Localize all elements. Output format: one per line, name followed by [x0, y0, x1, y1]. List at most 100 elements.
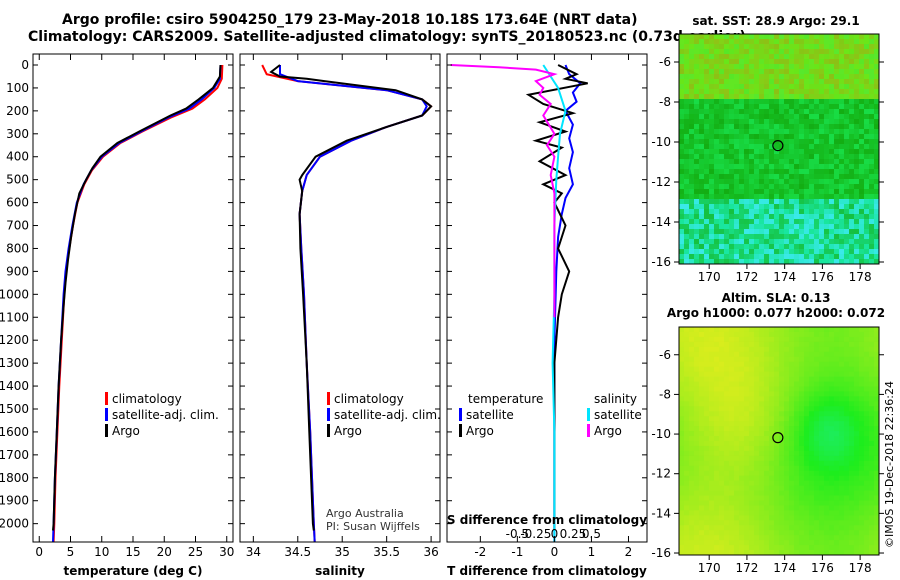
sla-map-cell: [834, 386, 840, 392]
sst-map-cell: [829, 179, 835, 185]
sst-map-cell: [859, 129, 865, 135]
sla-map-cell: [864, 416, 870, 422]
sst-map-cell: [744, 34, 750, 40]
sla-map-cell: [854, 480, 860, 487]
sla-map-cell: [824, 386, 830, 392]
sst-map-cell: [829, 239, 835, 245]
sla-map-cell: [869, 470, 875, 477]
sla-map-cell: [859, 381, 865, 387]
sst-map-cell: [799, 254, 805, 260]
sla-map-cell: [699, 465, 705, 472]
sla-map-cell: [779, 515, 785, 521]
sst-map-cell: [714, 194, 720, 200]
sst-map-cell: [829, 34, 835, 40]
sla-map-cell: [704, 540, 710, 546]
sst-map-cell: [809, 184, 815, 190]
sst-map-cell: [689, 34, 695, 40]
sla-map-cell: [794, 465, 800, 472]
sst-map-cell: [699, 34, 705, 40]
sla-map-cell: [789, 431, 795, 437]
sla-map-cell: [859, 406, 865, 412]
sst-map-cell: [714, 44, 720, 50]
sst-map-cell: [739, 234, 745, 240]
sst-map-cell: [874, 139, 880, 145]
sst-map-cell: [834, 239, 840, 245]
sst-map-cell: [754, 144, 760, 150]
sst-map-cell: [754, 79, 760, 85]
sla-map-cell: [709, 356, 715, 363]
sst-map-cell: [739, 109, 745, 115]
sla-map-cell: [804, 406, 810, 412]
sla-map-cell: [769, 441, 775, 447]
sla-map-cell: [699, 396, 705, 402]
sla-map-cell: [829, 411, 835, 417]
sla-map-cell: [789, 416, 795, 422]
sla-map-cell: [774, 530, 780, 536]
sla-map-cell: [689, 336, 695, 343]
sst-map-cell: [724, 64, 730, 70]
sst-map-cell: [819, 59, 825, 65]
sst-map-cell: [834, 84, 840, 90]
sla-map-cell: [809, 356, 815, 363]
sla-map-cell: [769, 371, 775, 377]
sla-map-cell: [789, 327, 795, 333]
sla-map-cell: [844, 351, 850, 358]
sla-map-cell: [694, 460, 700, 467]
sst-map-cell: [844, 234, 850, 240]
sst-map-cell: [764, 144, 770, 150]
sla-map-cell: [704, 386, 710, 392]
sla-map-cell: [799, 401, 805, 407]
sla-map-cell: [784, 431, 790, 437]
sla-map-cell: [849, 520, 855, 526]
difference-panel-s-axis-title: S difference from climatology: [447, 513, 647, 527]
sst-map-cell: [719, 144, 725, 150]
sst-map-cell: [714, 249, 720, 255]
sst-map-cell: [724, 69, 730, 75]
sst-map-cell: [819, 179, 825, 185]
sst-map-cell: [849, 209, 855, 215]
sla-map-cell: [839, 421, 845, 427]
sla-map-cell: [684, 520, 690, 526]
sla-map-cell: [834, 450, 840, 457]
sla-map-cell: [839, 331, 845, 338]
sla-map-cell: [744, 341, 750, 348]
sst-map-cell: [789, 189, 795, 195]
sla-map-cell: [864, 386, 870, 392]
sla-map-cell: [789, 371, 795, 377]
sst-map-cell: [739, 74, 745, 80]
sla-map-cell: [679, 441, 685, 447]
sla-map-cell: [714, 480, 720, 487]
salinity-panel-series-argo: [269, 64, 433, 531]
sst-map-cell: [754, 44, 760, 50]
sla-map-cell: [819, 485, 825, 491]
sla-map-cell: [679, 416, 685, 422]
sla-map-cell: [679, 530, 685, 536]
sst-map-cell: [754, 239, 760, 245]
sla-map-cell: [839, 525, 845, 531]
sla-map-cell: [679, 381, 685, 387]
sla-map-cell: [684, 475, 690, 482]
sla-map-cell: [754, 450, 760, 457]
sst-map-cell: [814, 184, 820, 190]
sst-map-cell: [814, 154, 820, 160]
sst-map-cell: [689, 179, 695, 185]
sst-map-cell: [759, 129, 765, 135]
sla-map-cell: [694, 550, 700, 556]
sla-map-cell: [694, 411, 700, 417]
sst-map-cell: [804, 249, 810, 255]
sla-map-cell: [784, 470, 790, 477]
sst-map-cell: [774, 174, 780, 180]
sst-map-cell: [824, 184, 830, 190]
sst-map-cell: [744, 79, 750, 85]
sla-map-cell: [694, 515, 700, 521]
sla-map-cell: [794, 540, 800, 546]
sla-map-cell: [739, 535, 745, 541]
sst-map-cell: [719, 184, 725, 190]
sla-map-cell: [859, 535, 865, 541]
sst-map-cell: [764, 74, 770, 80]
sst-map-cell: [849, 124, 855, 130]
sst-map-cell: [834, 149, 840, 155]
sla-map-cell: [844, 431, 850, 437]
sla-map-cell: [839, 530, 845, 536]
sla-map-cell: [724, 480, 730, 487]
